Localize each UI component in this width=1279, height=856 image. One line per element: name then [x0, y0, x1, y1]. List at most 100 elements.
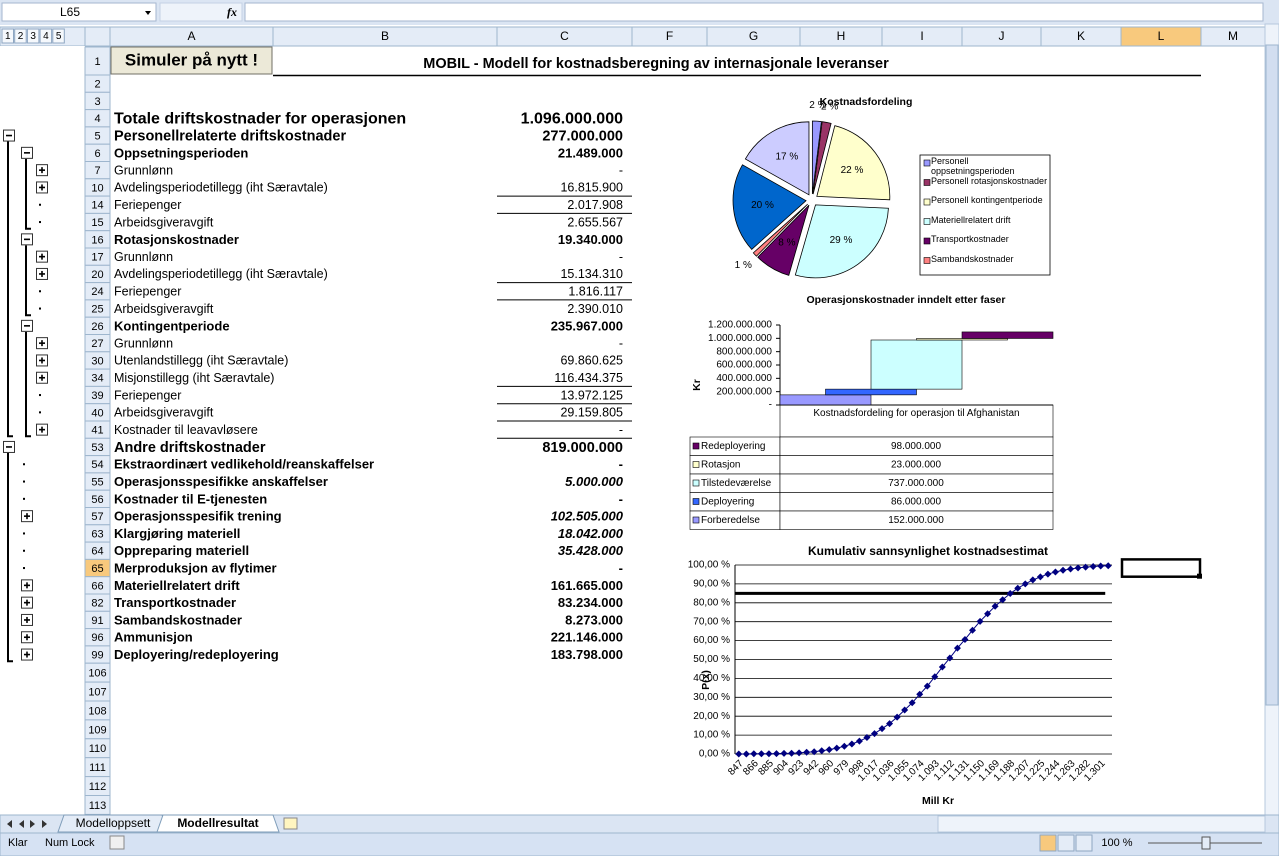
y-tick-label: 800.000.000 — [716, 346, 772, 357]
zoom-level[interactable]: 100 % — [1101, 837, 1132, 849]
horizontal-scrollbar[interactable] — [937, 815, 1266, 833]
row-number: 24 — [91, 286, 103, 298]
row-number: 82 — [91, 598, 103, 610]
point-marker — [757, 750, 765, 758]
cell-label: Materiellrelatert drift — [114, 578, 240, 593]
point-marker — [833, 744, 841, 752]
legend-label: Tilstedeværelse — [701, 478, 772, 489]
sheet-tab-label: Modelloppsett — [76, 816, 151, 830]
outline-level-label: 1 — [5, 31, 11, 42]
cell-value: - — [619, 336, 623, 350]
point-marker — [870, 730, 878, 738]
row-header[interactable] — [84, 795, 111, 815]
cell-value: - — [619, 423, 623, 437]
cell-label: Avdelingsperiodetillegg (iht Særavtale) — [114, 181, 328, 195]
outline-level-button[interactable] — [26, 28, 40, 44]
cell-label: Feriepenger — [114, 285, 181, 299]
row-number: 20 — [91, 269, 103, 281]
outline-level-button[interactable] — [52, 28, 65, 44]
tab-nav[interactable] — [42, 820, 47, 828]
status-bar — [0, 832, 1279, 856]
view-button[interactable] — [1075, 834, 1093, 852]
cell-value: 5.000.000 — [565, 474, 624, 489]
point-marker — [984, 610, 992, 618]
tab-nav[interactable] — [7, 820, 12, 828]
point-marker — [931, 673, 939, 681]
chart-title: Operasjonskostnader inndelt etter faser — [807, 294, 1006, 306]
y-tick-label: 0,00 % — [699, 749, 730, 760]
cell-label: Rotasjonskostnader — [114, 232, 239, 247]
table-value: 86.000.000 — [891, 496, 941, 507]
cell-label: Kostnader til leavavløsere — [114, 423, 258, 437]
cell-value: 69.860.625 — [560, 354, 623, 368]
outline-bracket — [7, 141, 13, 438]
cell-value: - — [619, 163, 623, 177]
row-number: 39 — [91, 390, 103, 402]
cell-label: Oppsetningsperioden — [114, 145, 248, 160]
view-button[interactable] — [1057, 834, 1075, 852]
simulate-button[interactable] — [110, 46, 273, 75]
outline-level-button[interactable] — [14, 28, 27, 44]
outline-level-button[interactable] — [39, 28, 53, 44]
outline-dot — [39, 411, 41, 414]
column-letter: L — [1158, 29, 1165, 43]
cell-value: 235.967.000 — [551, 318, 623, 333]
row-number: 66 — [91, 580, 103, 592]
cell-label: Operasjonsspesifikke anskaffelser — [114, 474, 328, 489]
sheet-tab[interactable] — [156, 814, 280, 833]
point-marker — [818, 747, 826, 755]
cell-label: Klargjøring materiell — [114, 526, 240, 541]
row-number: 99 — [91, 649, 103, 661]
outline-level-label: 2 — [18, 31, 24, 42]
insert-sheet[interactable] — [283, 817, 298, 830]
view-button[interactable] — [1039, 834, 1057, 852]
legend-label: Sambandskostnader — [931, 254, 1014, 264]
cell-label: Sambandskostnader — [114, 612, 242, 627]
formula-input[interactable] — [244, 2, 1264, 22]
point-marker — [893, 713, 901, 721]
function-button[interactable]: fx — [227, 5, 237, 19]
cell-label: Totale driftskostnader for operasjonen — [114, 110, 406, 127]
row-number: 41 — [91, 425, 103, 437]
cell-value: 161.665.000 — [551, 578, 623, 593]
pie-label: 29 % — [830, 235, 853, 246]
row-number: 10 — [91, 182, 103, 194]
cell-label: Utenlandstillegg (iht Særavtale) — [114, 354, 288, 368]
scroll-thumb[interactable] — [1265, 44, 1279, 706]
outline-dot — [39, 394, 41, 397]
cell-label: Oppreparing materiell — [114, 543, 249, 558]
point-marker — [840, 742, 848, 750]
cell-value: - — [619, 560, 623, 575]
y-tick-label: 600.000.000 — [716, 360, 772, 371]
point-marker — [1104, 562, 1112, 570]
point-marker — [961, 635, 969, 643]
legend-label-box: Materiellrelatert drift — [931, 216, 1011, 225]
pie-label: 17 % — [775, 152, 798, 163]
point-marker — [788, 749, 796, 757]
cell-label: Andre driftskostnader — [114, 440, 266, 456]
cell-label: Operasjonsspesifik trening — [114, 509, 282, 524]
select-all[interactable] — [84, 26, 111, 47]
tab-nav[interactable] — [19, 820, 24, 828]
x-axis-label: Mill Kr — [922, 795, 954, 807]
cell-value: 1.096.000.000 — [521, 110, 623, 127]
row-number: 16 — [91, 234, 103, 246]
y-tick-label: 30,00 % — [693, 692, 730, 703]
point-marker — [1044, 570, 1052, 578]
category-label: Kostnadsfordeling for operasjon til Afgh… — [813, 408, 1020, 419]
outline-dot — [39, 290, 41, 293]
bar — [961, 331, 1054, 339]
point-marker — [1089, 563, 1097, 571]
legend-label-box: Transportkostnader — [931, 235, 1009, 244]
row-number: 17 — [91, 252, 103, 264]
name-box[interactable] — [1, 2, 157, 22]
zoom-thumb[interactable] — [1201, 836, 1211, 850]
outline-level-button[interactable] — [1, 28, 14, 44]
outline-bracket — [25, 158, 31, 230]
y-tick-label: 200.000.000 — [716, 386, 772, 397]
cell-value: 15.134.310 — [560, 267, 623, 281]
point-marker — [1082, 563, 1090, 571]
cell-value: 16.815.900 — [560, 181, 623, 195]
tab-nav[interactable] — [30, 820, 35, 828]
